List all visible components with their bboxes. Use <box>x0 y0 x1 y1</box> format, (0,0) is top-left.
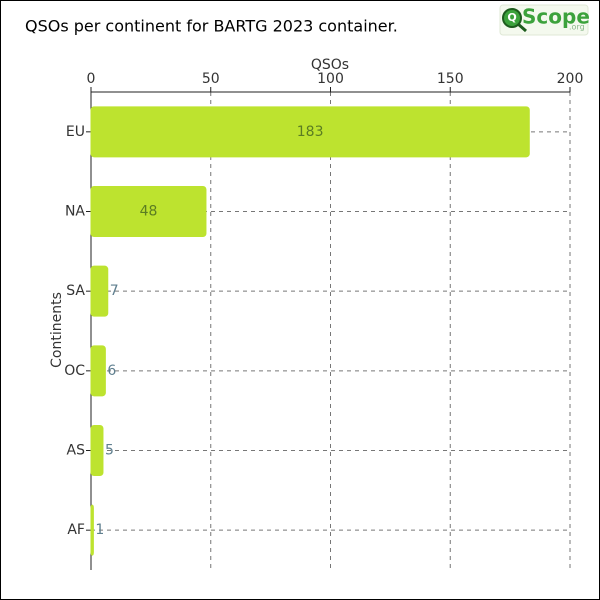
value-label: 6 <box>107 363 116 379</box>
x-tick-label: 0 <box>87 71 96 87</box>
x-axis-label: QSOs <box>311 57 349 73</box>
value-label: 48 <box>140 204 158 220</box>
value-label: 7 <box>110 283 119 299</box>
bar <box>90 345 106 397</box>
bar <box>90 425 104 476</box>
value-label: 183 <box>297 124 324 140</box>
y-tick-label: SA <box>66 283 85 299</box>
bar <box>90 186 207 237</box>
chart-title: QSOs per continent for BARTG 2023 contai… <box>25 17 398 36</box>
value-label: 1 <box>95 522 104 538</box>
y-axis-label: Continents <box>49 292 65 368</box>
bar <box>90 265 109 317</box>
logo-handle <box>517 22 527 33</box>
y-tick-label: AS <box>67 443 86 459</box>
y-tick-label: OC <box>64 363 85 379</box>
bar <box>90 504 94 556</box>
logo-icon <box>502 8 522 28</box>
value-label: 5 <box>105 443 114 459</box>
x-tick-label: 200 <box>557 71 584 87</box>
x-tick-label: 100 <box>317 71 344 87</box>
y-tick-label: AF <box>67 522 85 538</box>
logo-text: Scope <box>522 5 590 29</box>
y-tick-label: EU <box>66 124 85 140</box>
logo-suffix: .org <box>569 23 585 32</box>
logo: Q Scope .org <box>499 4 590 36</box>
y-tick-label: NA <box>65 204 85 220</box>
logo-mark: Q <box>507 11 516 24</box>
x-tick-label: 150 <box>437 71 464 87</box>
bar <box>90 106 530 158</box>
x-tick-label: 50 <box>202 71 220 87</box>
